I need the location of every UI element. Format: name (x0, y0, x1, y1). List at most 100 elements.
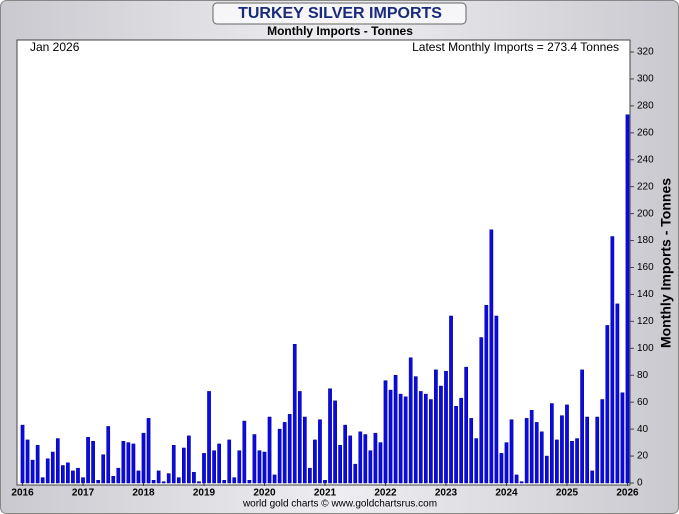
bar (494, 315, 499, 484)
bar (66, 462, 70, 484)
bar (363, 434, 368, 484)
bar (575, 438, 579, 484)
bar (50, 451, 55, 484)
annotation: Latest Monthly Imports = 273.4 Tonnes (412, 40, 619, 54)
bar (570, 440, 574, 484)
bar (555, 439, 559, 484)
bar (308, 467, 312, 484)
bar (227, 439, 232, 484)
bar (358, 431, 363, 484)
bar (565, 404, 569, 484)
bar (343, 424, 348, 484)
chart-title: TURKEY SILVER IMPORTS (238, 5, 442, 22)
bar (469, 418, 474, 484)
y-tick-label: 40 (637, 424, 649, 435)
bar (212, 450, 216, 484)
bar (197, 481, 201, 484)
bar (146, 418, 151, 484)
bar (207, 391, 211, 484)
bar (333, 400, 337, 484)
y-tick-label: 280 (637, 101, 654, 112)
y-axis-label: Monthly Imports - Tonnes (658, 178, 674, 348)
bar (514, 474, 519, 484)
bar (479, 337, 484, 484)
y-tick-label: 100 (637, 343, 654, 354)
bar (287, 414, 292, 484)
bar (151, 480, 156, 484)
y-tick-label: 80 (637, 370, 649, 381)
bar (202, 453, 206, 484)
bar (40, 477, 45, 484)
bar (272, 474, 277, 484)
bar (237, 450, 242, 484)
bar (96, 480, 100, 484)
bar (71, 470, 75, 484)
bar (282, 422, 287, 484)
bar (418, 391, 423, 484)
x-tick-label: 2018 (132, 488, 155, 499)
bar (176, 477, 181, 484)
bar (313, 439, 317, 484)
bar (247, 480, 252, 484)
x-tick-label: 2026 (616, 488, 639, 499)
title-box (212, 2, 467, 25)
bar (585, 416, 589, 484)
y-tick-label: 120 (637, 316, 654, 327)
bar (166, 473, 171, 484)
bar (499, 453, 504, 484)
y-tick-label: 60 (637, 397, 649, 408)
y-tick-label: 220 (637, 181, 654, 192)
bar (136, 470, 141, 484)
bar (121, 440, 126, 484)
bar (534, 422, 539, 484)
y-tick-label: 320 (637, 47, 654, 58)
bar (519, 481, 524, 484)
bar (489, 229, 494, 484)
y-tick-label: 20 (637, 451, 649, 462)
plot-area (16, 39, 631, 486)
bar (509, 419, 514, 484)
y-tick-label: 300 (637, 74, 654, 85)
bar (76, 467, 80, 484)
x-tick-label: 2023 (435, 488, 458, 499)
bar (156, 470, 161, 484)
bar (368, 450, 373, 484)
bar (262, 451, 267, 484)
x-tick-label: 2017 (72, 488, 95, 499)
bar (20, 424, 25, 484)
annotation: Jan 2026 (30, 40, 80, 54)
footer: world gold charts © www.goldchartsrus.co… (242, 499, 437, 510)
bar (292, 344, 297, 484)
bar (600, 399, 605, 484)
bar (590, 470, 595, 484)
bar (444, 370, 448, 484)
bar (408, 357, 413, 484)
bar (297, 391, 302, 484)
bar (544, 455, 549, 484)
y-tick-label: 260 (637, 127, 654, 138)
bar (504, 442, 509, 484)
bar (267, 416, 272, 484)
bar (439, 385, 443, 484)
bar (55, 438, 60, 484)
bar (126, 442, 131, 484)
bar (187, 435, 191, 484)
bar (25, 439, 30, 484)
bar (580, 369, 584, 484)
bar (35, 445, 40, 484)
bar (429, 399, 433, 484)
bar (605, 325, 610, 484)
bar (524, 418, 529, 484)
bar (388, 389, 393, 484)
x-tick-label: 2024 (495, 488, 518, 499)
bar (529, 410, 534, 484)
bar (277, 428, 282, 484)
bar (484, 304, 489, 484)
bar (434, 369, 438, 484)
bar (560, 415, 564, 484)
bar (61, 465, 65, 484)
bar (181, 447, 186, 484)
bar (348, 435, 353, 484)
bar (252, 434, 257, 484)
